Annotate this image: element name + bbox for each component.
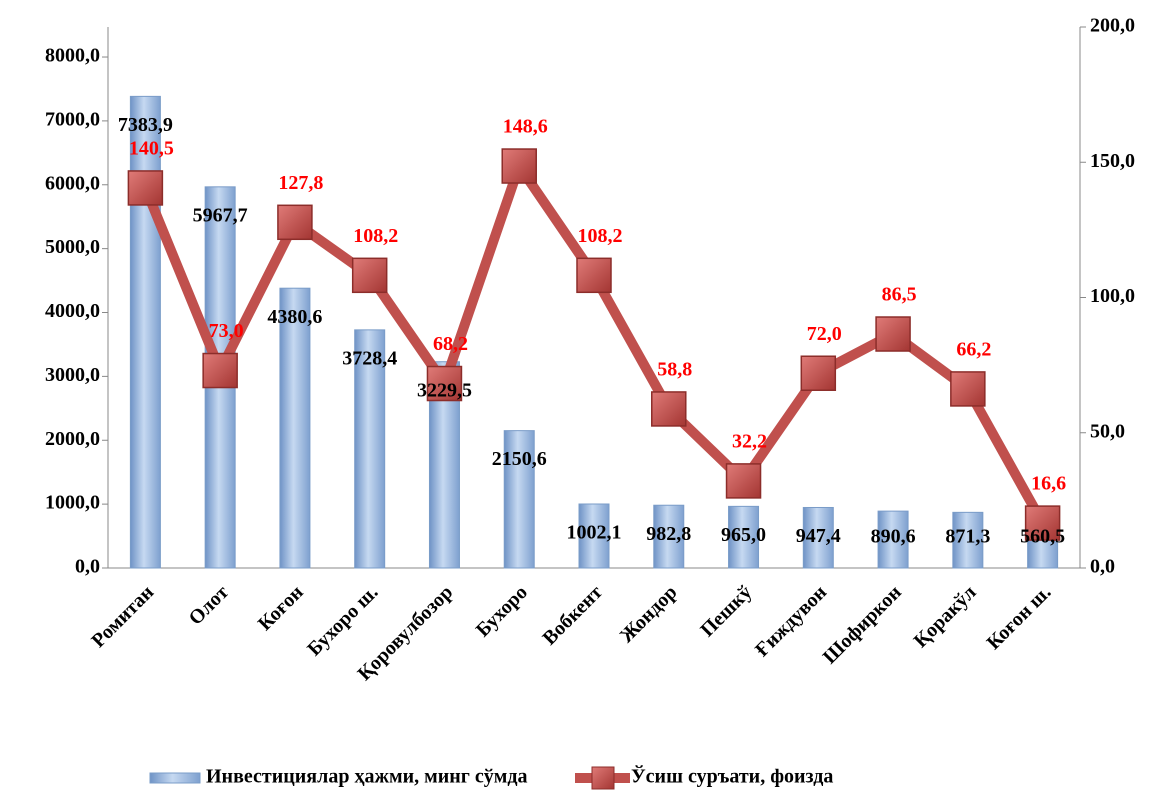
x-tick-label: Бухоро ш. — [303, 581, 382, 660]
bar-value-label: 3229,5 — [417, 379, 472, 401]
y2-tick-label: 150,0 — [1090, 150, 1135, 172]
marker — [127, 170, 164, 206]
line-value-label: 72,0 — [807, 323, 842, 345]
bar — [802, 506, 834, 569]
x-tick-label: Коғон ш. — [983, 581, 1056, 654]
y-tick-label: 8000,0 — [45, 45, 100, 67]
y2-tick-label: 200,0 — [1090, 15, 1135, 37]
legend-swatch — [149, 772, 201, 784]
line-value-label: 16,6 — [1031, 473, 1066, 495]
y-tick-label: 2000,0 — [45, 428, 100, 450]
line-value-label: 127,8 — [278, 172, 323, 194]
bar-value-label: 3728,4 — [342, 347, 397, 369]
x-tick-label: Шофиркон — [819, 581, 906, 668]
marker — [501, 148, 537, 184]
marker — [202, 352, 238, 389]
line-value-label: 86,5 — [882, 284, 917, 306]
line-value-label: 32,2 — [732, 430, 767, 452]
bar — [354, 329, 386, 569]
marker — [875, 316, 911, 352]
x-tick-label: Коғон — [254, 581, 308, 635]
marker — [950, 371, 986, 407]
bar-value-label: 982,8 — [646, 523, 691, 545]
bar — [728, 505, 760, 569]
line-value-label: 58,8 — [657, 359, 692, 381]
x-tick-label: Пешкў — [696, 581, 756, 641]
bar — [129, 95, 161, 569]
marker — [1024, 505, 1061, 541]
y2-tick-label: 50,0 — [1090, 420, 1125, 442]
y-tick-label: 4000,0 — [45, 300, 100, 322]
bar-value-label: 871,3 — [945, 526, 990, 548]
line-value-label: 73,0 — [209, 320, 244, 342]
marker — [800, 355, 837, 391]
bar-value-label: 4380,6 — [267, 306, 322, 328]
marker — [277, 204, 313, 241]
line-value-label: 68,2 — [433, 333, 468, 355]
x-tick-label: Бухоро — [472, 581, 532, 641]
bar-value-label: 2150,6 — [492, 448, 547, 470]
marker — [725, 463, 762, 499]
line-value-label: 140,5 — [129, 138, 174, 160]
y-tick-label: 1000,0 — [45, 492, 100, 514]
x-tick-label: Ромитан — [87, 581, 158, 652]
bar-value-label: 560,5 — [1020, 526, 1065, 548]
bar — [952, 511, 984, 569]
bar — [279, 287, 311, 569]
marker — [576, 257, 612, 294]
line-value-label: 66,2 — [956, 339, 991, 361]
bar — [578, 503, 610, 569]
y-tick-label: 5000,0 — [45, 236, 100, 258]
bar-value-label: 7383,9 — [118, 114, 173, 136]
bar — [503, 430, 535, 569]
x-tick-label: Ғиждувон — [751, 581, 831, 661]
bar — [877, 510, 909, 569]
y-tick-label: 6000,0 — [45, 172, 100, 194]
line-value-label: 148,6 — [503, 116, 548, 138]
y2-tick-label: 100,0 — [1090, 285, 1135, 307]
y-tick-label: 0,0 — [75, 556, 100, 578]
line-value-label: 108,2 — [578, 225, 623, 247]
marker — [351, 257, 388, 294]
y2-tick-label: 0,0 — [1090, 556, 1115, 578]
x-tick-label: Олот — [185, 581, 233, 629]
bar-value-label: 890,6 — [871, 526, 916, 548]
bar-value-label: 947,4 — [796, 525, 841, 547]
bar-value-label: 965,0 — [721, 524, 766, 546]
x-tick-label: Қоракўл — [910, 581, 981, 652]
legend-label: Ўсиш суръати, фоизда — [631, 764, 833, 788]
x-tick-label: Вобкент — [538, 581, 606, 649]
bar — [653, 504, 685, 569]
marker — [426, 365, 463, 402]
legend-marker — [591, 766, 615, 790]
bar-value-label: 5967,7 — [193, 204, 248, 226]
y-tick-label: 3000,0 — [45, 364, 100, 386]
y-tick-label: 7000,0 — [45, 108, 100, 130]
line-value-label: 108,2 — [353, 225, 398, 247]
x-tick-label: Жондор — [616, 581, 682, 647]
marker — [651, 391, 687, 427]
legend-label: Инвестициялар ҳажми, минг сўмда — [206, 766, 527, 788]
bar-value-label: 1002,1 — [567, 522, 622, 544]
